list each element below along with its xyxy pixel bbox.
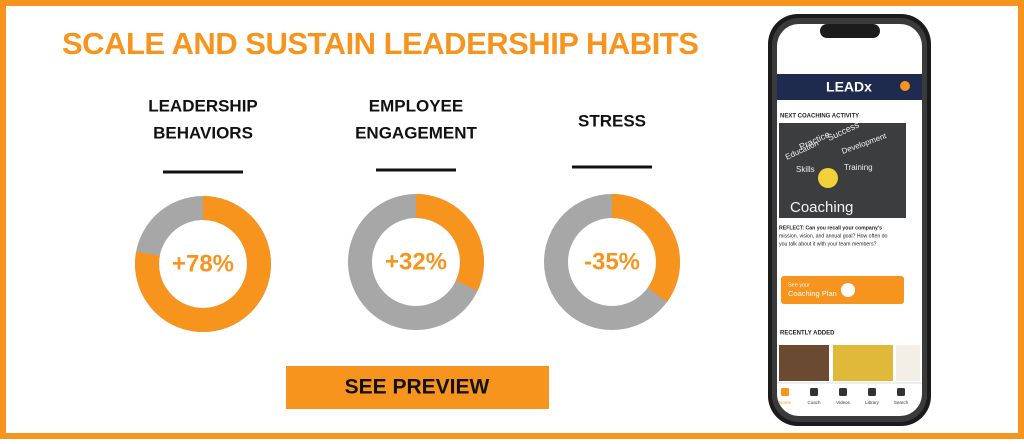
avatar: [900, 81, 910, 91]
app-header: [777, 74, 922, 100]
phone-notch: [820, 24, 880, 38]
nav-label: Home: [779, 400, 792, 405]
nav-icon: [810, 388, 818, 396]
thumb: [779, 345, 829, 381]
stat-label: ENGAGEMENT: [355, 123, 477, 142]
nav-label: Library: [865, 400, 880, 405]
bulb: [818, 168, 838, 188]
thumb: [896, 345, 920, 381]
image-word: Training: [844, 163, 873, 172]
nav-label: Search: [894, 400, 909, 405]
plan-arrow: [841, 283, 855, 297]
app-brand: LEADx: [826, 79, 872, 95]
phone: LEADx NEXT COACHING ACTIVITY Practice Su…: [768, 14, 931, 426]
stat-label: LEADERSHIP: [148, 96, 258, 115]
nav-label: Coach: [807, 400, 821, 405]
section-recent: RECENTLY ADDED: [780, 331, 835, 337]
donut-label: +78%: [172, 250, 234, 277]
plan-button-label[interactable]: Coaching Plan: [788, 289, 837, 298]
stat-label: BEHAVIORS: [153, 123, 253, 142]
donut-arc: [348, 194, 484, 330]
donut-arc: [135, 196, 271, 332]
reflect-line: REFLECT: Can you recall your company's: [779, 225, 882, 231]
reflect-line: you talk about it with your team members…: [779, 241, 877, 247]
donut-arc: [544, 194, 680, 330]
donut-label: -35%: [584, 248, 640, 275]
preview-button-label[interactable]: SEE PREVIEW: [345, 376, 490, 399]
stat-label: EMPLOYEE: [369, 96, 463, 115]
nav-icon: [897, 388, 905, 396]
section-next: NEXT COACHING ACTIVITY: [780, 114, 859, 120]
coaching-image: [779, 123, 906, 218]
donut-label: +32%: [385, 248, 447, 275]
nav-icon: [781, 388, 789, 396]
thumb: [833, 345, 893, 381]
title: SCALE AND SUSTAIN LEADERSHIP HABITS: [62, 26, 698, 61]
nav-icon: [839, 388, 847, 396]
image-title: Coaching: [790, 199, 853, 216]
stat-label: STRESS: [578, 111, 646, 130]
phone-screen: [777, 24, 922, 416]
preview-button[interactable]: [286, 366, 549, 409]
reflect-line: mission, vision, and annual goal? How of…: [779, 233, 888, 239]
image-word: Skills: [796, 165, 815, 174]
nav-icon: [868, 388, 876, 396]
plan-button-label[interactable]: See your: [788, 282, 810, 288]
nav-label: Videos: [836, 400, 850, 405]
